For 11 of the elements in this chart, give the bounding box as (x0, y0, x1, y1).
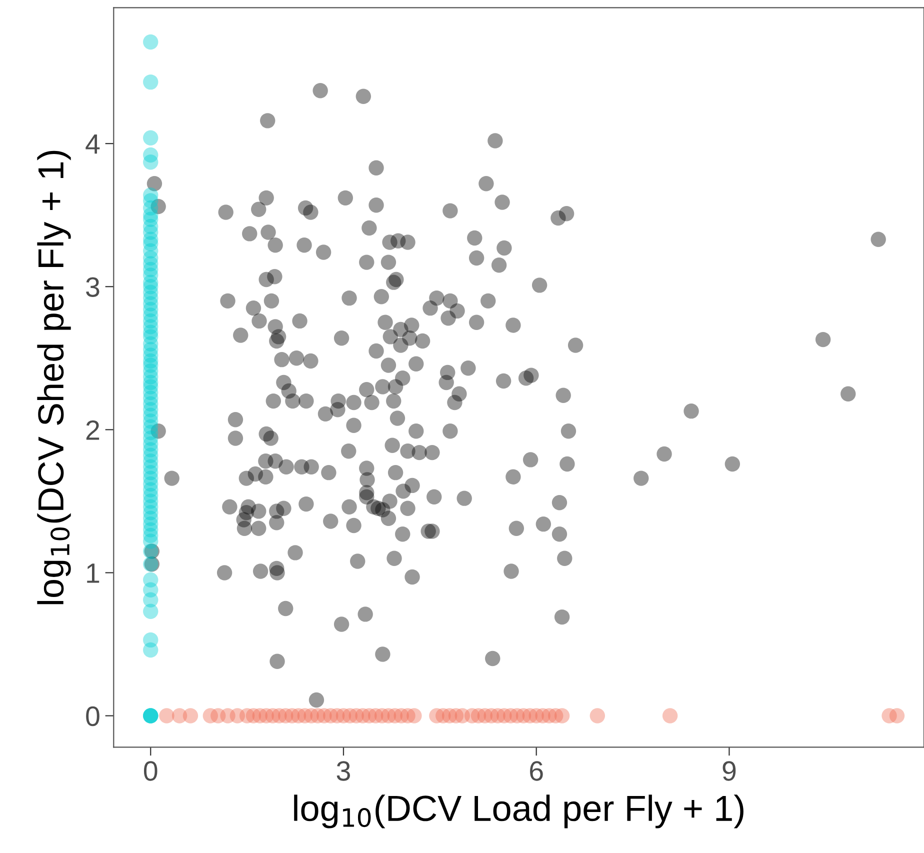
y-axis-title: log$_{10}$(DCV Shed per Fly + 1) (37, 150, 71, 604)
y-tick-label: 2 (86, 420, 100, 440)
x-tick-label: 0 (144, 761, 158, 781)
x-tick-label: 6 (530, 761, 543, 781)
y-tick-label: 1 (87, 564, 100, 583)
x-tick-label: 9 (722, 761, 736, 781)
y-tick-label: 3 (86, 277, 100, 297)
y-tick-label: 0 (86, 706, 100, 726)
y-tick-label: 4 (86, 134, 100, 154)
x-axis-title: log$_{10}$(DCV Load per Fly + 1) (294, 794, 744, 828)
x-tick-label: 3 (336, 761, 350, 781)
